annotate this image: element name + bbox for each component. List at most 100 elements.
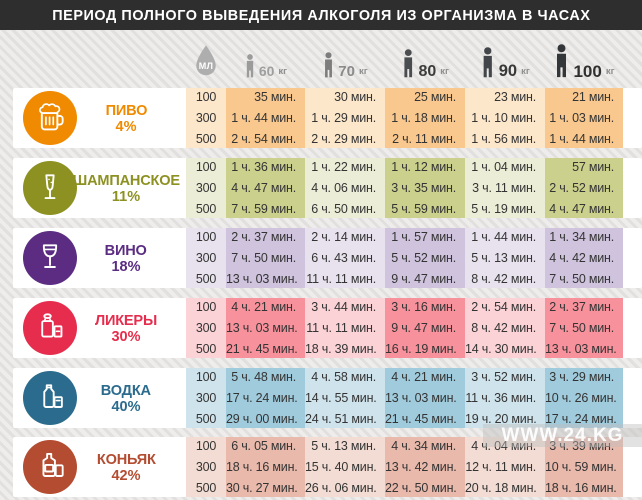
volume-value: 300 [195,110,217,125]
time-cell-vodka-90: 3 ч. 52 мин. 11 ч. 36 мин. 19 ч. 20 мин. [465,368,545,428]
weight-unit: кг [358,66,368,77]
time-value: 7 ч. 50 мин. [231,250,296,265]
beer-icon-circle [23,91,77,145]
drink-row-champagne: ШАМПАНСКОЕ 11% 100 300 500 1 ч. 36 мин. 4 ч. 4… [13,158,642,218]
drink-percent: 40% [111,398,141,415]
time-cell-vodka-70: 4 ч. 58 мин. 14 ч. 55 мин. 24 ч. 51 мин. [305,368,385,428]
drink-row-liqueur: ЛИКЕРЫ 30% 100 300 500 4 ч. 21 мин. 13 ч. 03 м… [13,298,642,358]
time-value: 16 ч. 19 мин. [385,341,457,356]
vodka-icon-circle [23,371,77,425]
time-value: 3 ч. 29 мин. [549,369,614,384]
time-value: 13 ч. 03 мин. [545,341,617,356]
time-value: 1 ч. 29 мин. [311,110,376,125]
person-icon [244,54,256,78]
vodka-bottle-icon [32,380,68,416]
time-value: 25 мин. [414,89,456,104]
time-value: 3 ч. 35 мин. [391,180,456,195]
volume-column: 100 300 500 [186,437,226,497]
time-value: 4 ч. 34 мин. [391,438,456,453]
time-value: 4 ч. 21 мин. [231,299,296,314]
time-value: 14 ч. 30 мин. [465,341,537,356]
time-cell-wine-60: 2 ч. 37 мин. 7 ч. 50 мин. 13 ч. 03 мин. [226,228,305,288]
time-cell-vodka-60: 5 ч. 48 мин. 17 ч. 24 мин. 29 ч. 00 мин. [226,368,305,428]
drink-percent: 42% [111,467,141,484]
time-value: 2 ч. 11 мин. [392,131,456,146]
wine-glass-icon [32,240,68,276]
drink-row-wine: ВИНО 18% 100 300 500 2 ч. 37 мин. 7 ч. 50 мин.… [13,228,642,288]
time-value: 5 ч. 19 мин. [471,201,536,216]
liqueur-bottle-icon [32,310,68,346]
time-value: 1 ч. 34 мин. [549,229,614,244]
liqueur-icon-circle [23,301,77,355]
time-cell-champagne-100: 57 мин. 2 ч. 52 мин. 4 ч. 47 мин. [545,158,623,218]
volume-column: 100 300 500 [186,158,226,218]
time-value: 1 ч. 36 мин. [231,159,296,174]
time-value: 23 мин. [494,89,536,104]
weight-column-header-60: 60 кг [226,38,305,78]
time-value: 1 ч. 22 мин. [311,159,376,174]
weight-unit: кг [521,66,530,77]
ml-label: МЛ [198,61,214,71]
weight-column-header-70: 70 кг [305,38,385,79]
drink-label: ВИНО 18% [68,228,184,288]
drink-row-vodka: ВОДКА 40% 100 300 500 5 ч. 48 мин. 17 ч. 24 ми… [13,368,642,428]
time-value: 7 ч. 59 мин. [231,201,296,216]
time-cell-wine-70: 2 ч. 14 мин. 6 ч. 43 мин. 11 ч. 11 мин. [305,228,385,288]
time-value: 1 ч. 04 мин. [471,159,536,174]
time-value: 13 ч. 03 мин. [226,320,298,335]
time-value: 9 ч. 47 мин. [391,320,456,335]
time-value: 13 ч. 42 мин. [385,459,457,474]
time-value: 4 ч. 06 мин. [311,180,376,195]
droplet-icon: МЛ [193,44,219,78]
time-value: 1 ч. 10 мин. [471,110,536,125]
weight-unit: кг [440,66,449,77]
time-value: 10 ч. 59 мин. [545,459,617,474]
time-value: 17 ч. 24 мин. [226,390,298,405]
drink-name: ШАМПАНСКОЕ [72,171,180,189]
weight-value: 100 [573,62,602,81]
time-value: 1 ч. 44 мин. [471,229,536,244]
time-value: 1 ч. 44 мин. [231,110,296,125]
time-cell-cognac-90: 4 ч. 04 мин. 12 ч. 11 мин. 20 ч. 18 мин. [465,437,545,497]
time-value: 11 ч. 11 мин. [306,320,376,335]
person-icon [480,47,496,78]
weight-value: 60 [258,63,275,79]
ml-column-header: МЛ [186,42,226,78]
time-cell-beer-60: 35 мин. 1 ч. 44 мин. 2 ч. 54 мин. [226,88,305,148]
time-value: 1 ч. 03 мин. [549,110,614,125]
time-value: 4 ч. 47 мин. [549,201,614,216]
person-icon [401,49,416,78]
time-value: 10 ч. 26 мин. [545,390,617,405]
time-value: 2 ч. 37 мин. [231,229,296,244]
wine-icon-circle [23,231,77,285]
beer-mug-icon [32,100,68,136]
volume-value: 100 [195,369,217,384]
time-value: 2 ч. 52 мин. [549,180,614,195]
time-cell-liqueur-100: 2 ч. 37 мин. 7 ч. 50 мин. 13 ч. 03 мин. [545,298,623,358]
time-value: 13 ч. 03 мин. [226,271,298,286]
time-value: 3 ч. 52 мин. [471,369,536,384]
volume-value: 500 [195,411,217,426]
time-value: 21 ч. 45 мин. [385,411,457,426]
time-value: 2 ч. 37 мин. [549,299,614,314]
weight-value: 90 [498,62,518,80]
time-value: 12 ч. 11 мин. [465,459,536,474]
time-cell-vodka-100: 3 ч. 29 мин. 10 ч. 26 мин. 17 ч. 24 мин. [545,368,623,428]
drink-percent: 4% [115,118,137,135]
time-value: 30 мин. [334,89,376,104]
volume-value: 100 [195,438,217,453]
time-value: 11 ч. 11 мин. [306,271,376,286]
volume-value: 300 [195,390,217,405]
drink-name: ЛИКЕРЫ [94,311,158,329]
volume-column: 100 300 500 [186,368,226,428]
time-value: 9 ч. 47 мин. [391,271,456,286]
cognac-bottle-icon [32,449,68,485]
volume-value: 300 [195,250,217,265]
time-value: 17 ч. 24 мин. [545,411,617,426]
weight-column-header-90: 90 кг [465,38,545,80]
time-value: 3 ч. 11 мин. [472,180,536,195]
drink-label: ШАМПАНСКОЕ 11% [68,158,184,218]
time-cell-champagne-70: 1 ч. 22 мин. 4 ч. 06 мин. 6 ч. 50 мин. [305,158,385,218]
weight-unit: кг [278,66,288,77]
time-value: 18 ч. 16 мин. [226,459,298,474]
